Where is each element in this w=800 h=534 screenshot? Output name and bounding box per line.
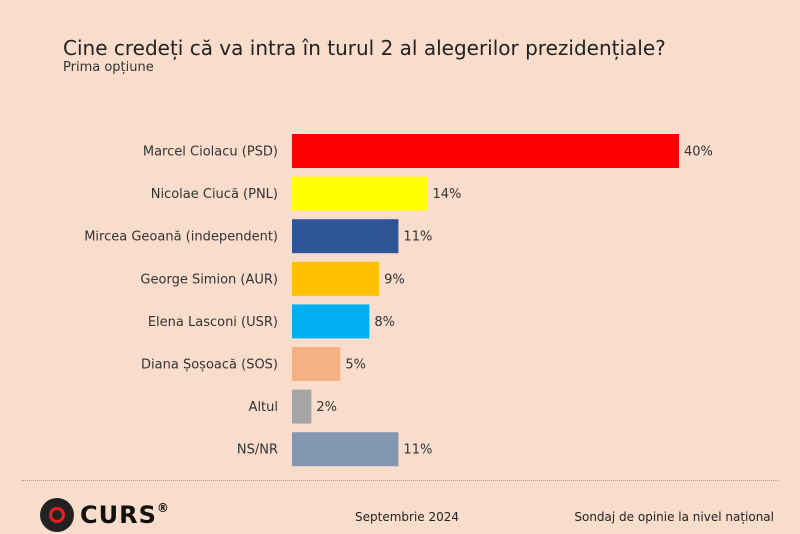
category-label: Nicolae Ciucă (PNL) — [151, 187, 278, 202]
category-label: George Simion (AUR) — [140, 272, 278, 287]
bar — [292, 176, 428, 211]
value-label: 14% — [432, 187, 461, 202]
logo-mark-icon — [40, 498, 74, 532]
value-label: 11% — [403, 230, 432, 245]
chart-title: Cine credeți că va intra în turul 2 al a… — [63, 36, 666, 60]
bar — [292, 304, 370, 339]
value-label: 2% — [316, 400, 337, 415]
category-label: Mircea Geoană (independent) — [84, 230, 278, 245]
survey-date: Septembrie 2024 — [355, 510, 460, 524]
chart-subtitle: Prima opțiune — [63, 60, 154, 75]
curs-logo: CURS® — [40, 498, 170, 532]
category-label: Altul — [249, 400, 278, 415]
value-label: 11% — [403, 443, 432, 458]
value-label: 40% — [684, 145, 713, 160]
survey-source: Sondaj de opinie la nivel național — [574, 510, 774, 524]
category-label: NS/NR — [237, 443, 278, 458]
bar — [292, 134, 679, 168]
bar — [292, 389, 312, 424]
bar — [292, 432, 399, 467]
value-label: 5% — [345, 358, 366, 373]
value-label: 8% — [374, 315, 395, 330]
bar — [292, 261, 380, 296]
divider — [22, 480, 778, 481]
bar — [292, 219, 399, 254]
category-label: Diana Șoșoacă (SOS) — [141, 358, 278, 373]
value-label: 9% — [384, 272, 405, 287]
category-label: Elena Lasconi (USR) — [148, 315, 278, 330]
logo-text: CURS® — [80, 501, 170, 529]
bar — [292, 347, 341, 381]
category-label: Marcel Ciolacu (PSD) — [143, 145, 278, 160]
